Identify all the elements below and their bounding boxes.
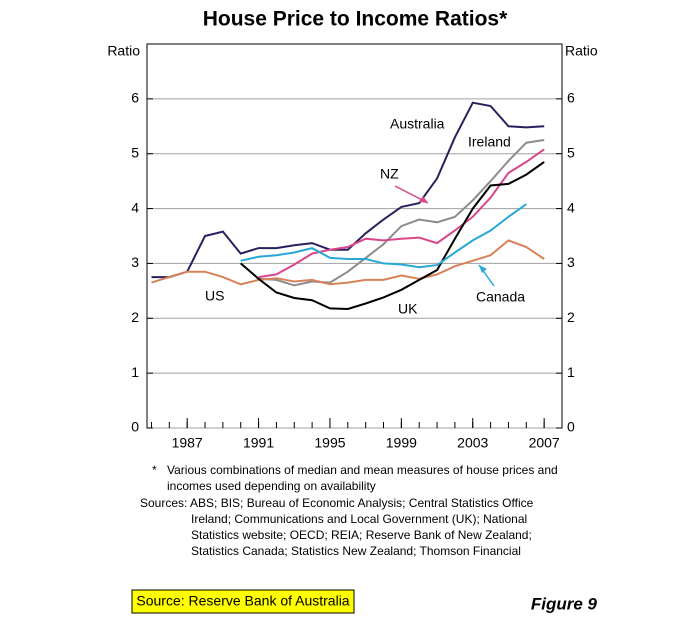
series-label: US (205, 288, 224, 304)
series-label: Canada (476, 289, 525, 305)
y-axis-label: Ratio (107, 43, 140, 59)
series-line (240, 203, 527, 269)
y2-tick-label: 5 (567, 144, 575, 160)
series-line (151, 101, 545, 279)
chart-title: House Price to Income Ratios* (203, 8, 508, 31)
x-tick-label: 1991 (243, 435, 274, 451)
source-box (131, 589, 355, 614)
y2-tick-label: 1 (567, 364, 575, 380)
footnote-line: incomes used depending on availability (167, 479, 376, 493)
x-tick-label: 2007 (529, 435, 560, 451)
series-line (258, 148, 545, 279)
y2-tick-label: 4 (567, 199, 575, 215)
x-tick-label: 1995 (314, 435, 345, 451)
y-tick-label: 2 (131, 309, 139, 325)
arrow-head (479, 265, 487, 273)
x-tick-label: 2003 (457, 435, 488, 451)
sources-line: Statistics Canada; Statistics New Zealan… (191, 544, 521, 558)
y-tick-label: 0 (131, 419, 139, 435)
series-line (258, 139, 545, 287)
series-line (151, 239, 545, 286)
sources-line: Ireland; Communications and Local Govern… (191, 512, 527, 526)
series-label: NZ (380, 166, 399, 182)
source-box-text: Source: Reserve Bank of Australia (136, 593, 349, 609)
y-tick-label: 1 (131, 364, 139, 380)
arrow-head (419, 196, 428, 203)
y-tick-label: 3 (131, 254, 139, 270)
y2-tick-label: 3 (567, 254, 575, 270)
y-tick-label: 5 (131, 144, 139, 160)
footnote-line: Various combinations of median and mean … (167, 463, 558, 477)
y2-tick-label: 0 (567, 419, 575, 435)
y-tick-label: 4 (131, 199, 139, 215)
series-line (240, 161, 545, 311)
sources-line: Statistics website; OECD; REIA; Reserve … (191, 528, 532, 542)
y2-axis-label: Ratio (565, 43, 598, 59)
y-tick-label: 6 (131, 90, 139, 106)
sources-line: Sources: ABS; BIS; Bureau of Economic An… (140, 496, 534, 510)
series-label: UK (398, 301, 418, 317)
footnote-marker: * (152, 463, 157, 477)
plot-frame (146, 43, 563, 429)
series-label: Australia (390, 116, 445, 132)
x-tick-label: 1987 (172, 435, 203, 451)
figure-label: Figure 9 (531, 594, 598, 613)
series-label: Ireland (468, 134, 511, 150)
y2-tick-label: 2 (567, 309, 575, 325)
x-tick-label: 1999 (386, 435, 417, 451)
y2-tick-label: 6 (567, 90, 575, 106)
